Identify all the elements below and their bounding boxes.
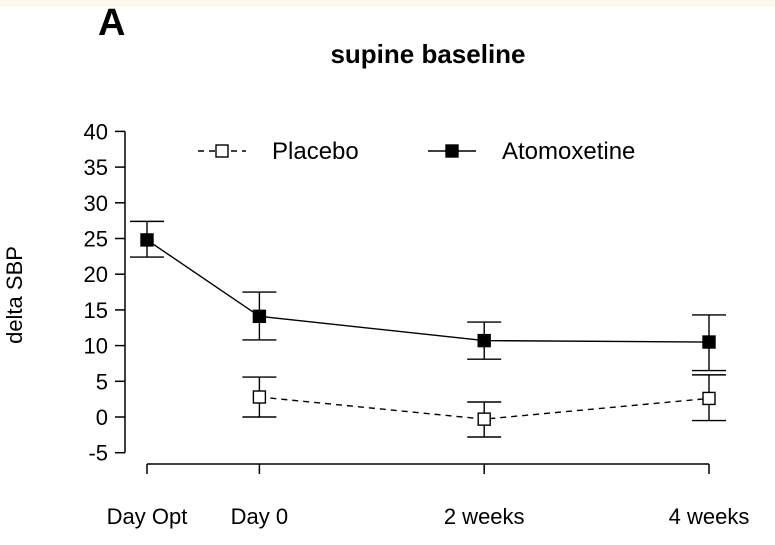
y-tick-label: 5 xyxy=(96,369,108,394)
legend-item-atomoxetine: Atomoxetine xyxy=(428,138,635,165)
y-tick-label: -5 xyxy=(88,441,108,466)
axes: -5 0 5 10 15 20 25 30 35 40 Day Opt Day 0 2 weeks 4 w… xyxy=(84,119,750,529)
legend-marker-filled-square xyxy=(445,144,459,158)
x-tick-label: 4 weeks xyxy=(669,504,750,529)
marker-filled-square xyxy=(140,233,154,247)
marker-open-square xyxy=(477,412,491,426)
y-tick-label: 10 xyxy=(84,334,108,359)
y-tick-label: 40 xyxy=(84,119,108,144)
y-axis-label: delta SBP xyxy=(2,246,27,344)
y-tick-label: 0 xyxy=(96,405,108,430)
x-tick-label: Day Opt xyxy=(107,504,188,529)
marker-open-square xyxy=(702,391,716,406)
legend-marker-open-square xyxy=(215,144,229,158)
legend-label: Placebo xyxy=(272,138,359,165)
marker-filled-square xyxy=(252,309,267,324)
legend-label: Atomoxetine xyxy=(502,138,635,165)
y-tick-label: 25 xyxy=(84,227,108,252)
y-tick-label: 20 xyxy=(84,262,108,287)
x-tick-label: 2 weeks xyxy=(444,504,525,529)
panel-label: A xyxy=(98,2,126,44)
y-tick-label: 30 xyxy=(84,191,108,216)
marker-open-square xyxy=(252,390,267,404)
series-layer xyxy=(130,220,726,438)
marker-filled-square xyxy=(702,335,716,349)
series-atomoxetine xyxy=(130,220,726,372)
legend: Placebo Atomoxetine xyxy=(198,138,635,165)
top-band xyxy=(0,0,775,6)
chart-title: supine baseline xyxy=(330,39,525,69)
series-placebo xyxy=(242,374,726,438)
x-tick-label: Day 0 xyxy=(231,504,288,529)
series-line xyxy=(146,239,710,343)
legend-item-placebo: Placebo xyxy=(198,138,359,165)
y-tick-label: 15 xyxy=(84,298,108,323)
y-tick-label: 35 xyxy=(84,155,108,180)
marker-filled-square xyxy=(477,333,491,348)
